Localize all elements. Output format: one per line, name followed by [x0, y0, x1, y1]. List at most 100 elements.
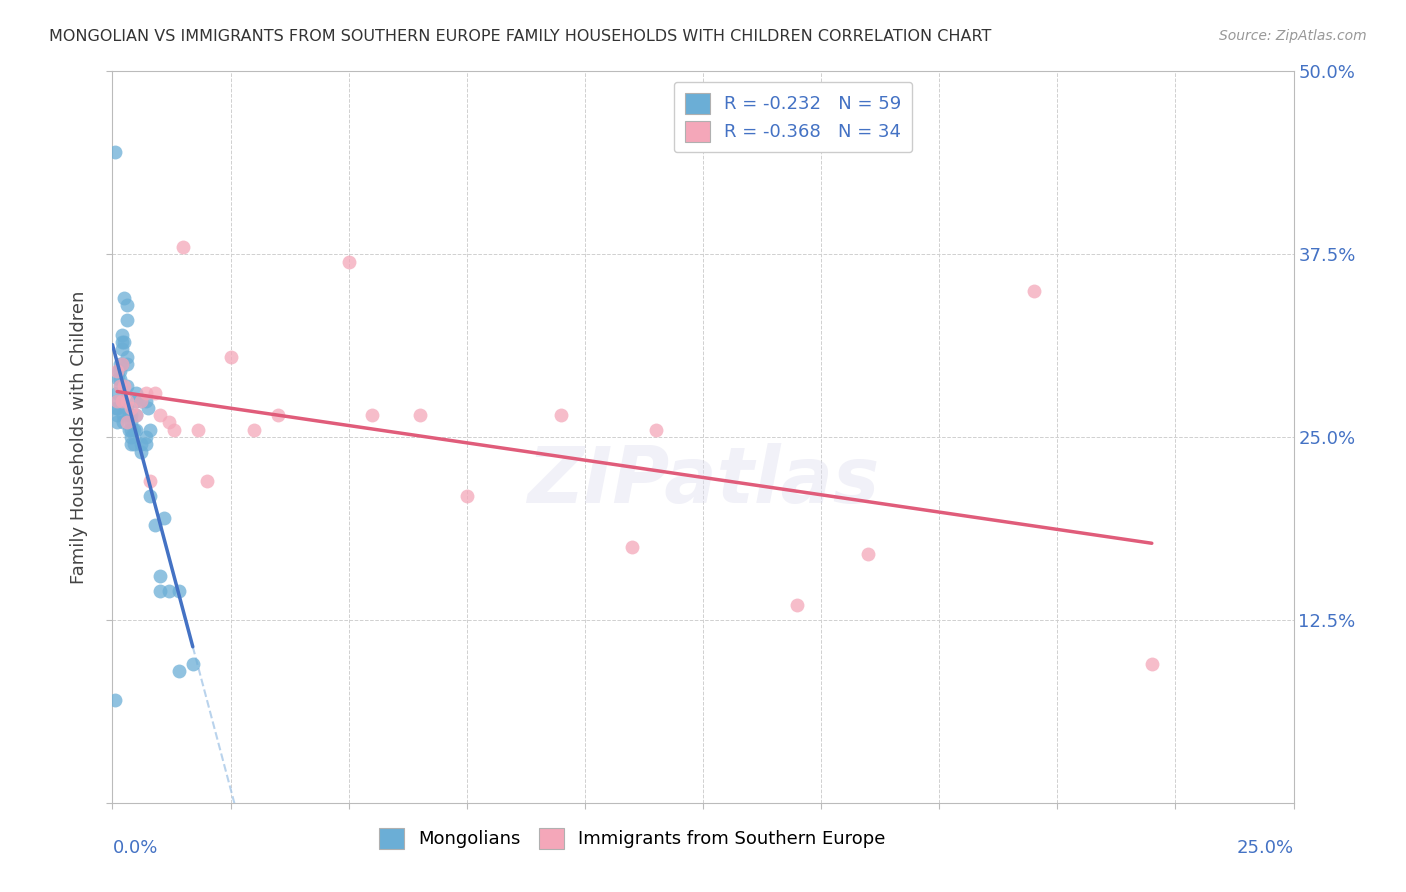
- Point: [111, 357, 134, 371]
- Point: [111, 393, 134, 408]
- Point: [125, 393, 148, 408]
- Point: [107, 371, 129, 385]
- Point: [125, 408, 148, 422]
- Text: ZIPatlas: ZIPatlas: [527, 443, 879, 519]
- Point: [786, 599, 808, 613]
- Point: [118, 408, 141, 422]
- Point: [153, 510, 176, 524]
- Point: [122, 423, 145, 437]
- Point: [105, 393, 128, 408]
- Legend: Mongolians, Immigrants from Southern Europe: Mongolians, Immigrants from Southern Eur…: [371, 821, 893, 856]
- Point: [172, 240, 194, 254]
- Point: [129, 393, 152, 408]
- Point: [120, 430, 142, 444]
- Point: [120, 423, 142, 437]
- Point: [112, 379, 135, 393]
- Point: [105, 401, 128, 415]
- Point: [105, 364, 128, 378]
- Point: [143, 386, 166, 401]
- Point: [111, 343, 134, 357]
- Point: [108, 364, 131, 378]
- Text: MONGOLIAN VS IMMIGRANTS FROM SOUTHERN EUROPE FAMILY HOUSEHOLDS WITH CHILDREN COR: MONGOLIAN VS IMMIGRANTS FROM SOUTHERN EU…: [49, 29, 991, 44]
- Point: [120, 437, 142, 451]
- Point: [157, 583, 180, 598]
- Point: [149, 569, 172, 583]
- Point: [115, 393, 138, 408]
- Point: [361, 408, 384, 422]
- Point: [111, 357, 134, 371]
- Point: [135, 386, 157, 401]
- Point: [112, 334, 135, 349]
- Point: [105, 408, 128, 422]
- Point: [186, 423, 208, 437]
- Point: [219, 350, 242, 364]
- Point: [120, 408, 142, 422]
- Point: [111, 334, 134, 349]
- Y-axis label: Family Households with Children: Family Households with Children: [70, 291, 89, 583]
- Point: [181, 657, 204, 671]
- Point: [136, 401, 159, 415]
- Text: 0.0%: 0.0%: [112, 839, 157, 857]
- Point: [108, 357, 131, 371]
- Point: [111, 327, 134, 342]
- Point: [120, 416, 142, 430]
- Point: [129, 393, 152, 408]
- Point: [157, 416, 180, 430]
- Point: [108, 371, 131, 385]
- Point: [243, 423, 266, 437]
- Point: [115, 416, 138, 430]
- Point: [104, 145, 127, 159]
- Point: [456, 489, 478, 503]
- Point: [105, 416, 128, 430]
- Point: [115, 298, 138, 312]
- Point: [118, 423, 141, 437]
- Point: [139, 474, 162, 488]
- Point: [120, 401, 142, 415]
- Point: [105, 386, 128, 401]
- Point: [1140, 657, 1163, 671]
- Point: [112, 291, 135, 305]
- Point: [337, 254, 360, 268]
- Point: [129, 437, 152, 451]
- Point: [644, 423, 666, 437]
- Point: [115, 357, 138, 371]
- Point: [408, 408, 430, 422]
- Point: [125, 408, 148, 422]
- Point: [135, 430, 157, 444]
- Point: [107, 364, 129, 378]
- Point: [621, 540, 644, 554]
- Point: [195, 474, 218, 488]
- Point: [149, 583, 172, 598]
- Point: [550, 408, 572, 422]
- Point: [105, 401, 128, 415]
- Point: [108, 379, 131, 393]
- Text: Source: ZipAtlas.com: Source: ZipAtlas.com: [1219, 29, 1367, 43]
- Point: [858, 547, 880, 561]
- Text: 25.0%: 25.0%: [1236, 839, 1294, 857]
- Point: [163, 423, 186, 437]
- Point: [1022, 284, 1045, 298]
- Point: [115, 313, 138, 327]
- Point: [149, 408, 172, 422]
- Point: [105, 393, 128, 408]
- Point: [115, 379, 138, 393]
- Point: [115, 401, 138, 415]
- Point: [122, 437, 145, 451]
- Point: [108, 379, 131, 393]
- Point: [104, 693, 127, 707]
- Point: [125, 386, 148, 401]
- Point: [139, 489, 162, 503]
- Point: [139, 423, 162, 437]
- Point: [111, 393, 134, 408]
- Point: [115, 350, 138, 364]
- Point: [143, 517, 166, 532]
- Point: [135, 393, 157, 408]
- Point: [111, 408, 134, 422]
- Point: [111, 416, 134, 430]
- Point: [167, 664, 190, 678]
- Point: [267, 408, 290, 422]
- Point: [135, 437, 157, 451]
- Point: [129, 444, 152, 458]
- Point: [125, 423, 148, 437]
- Point: [167, 583, 190, 598]
